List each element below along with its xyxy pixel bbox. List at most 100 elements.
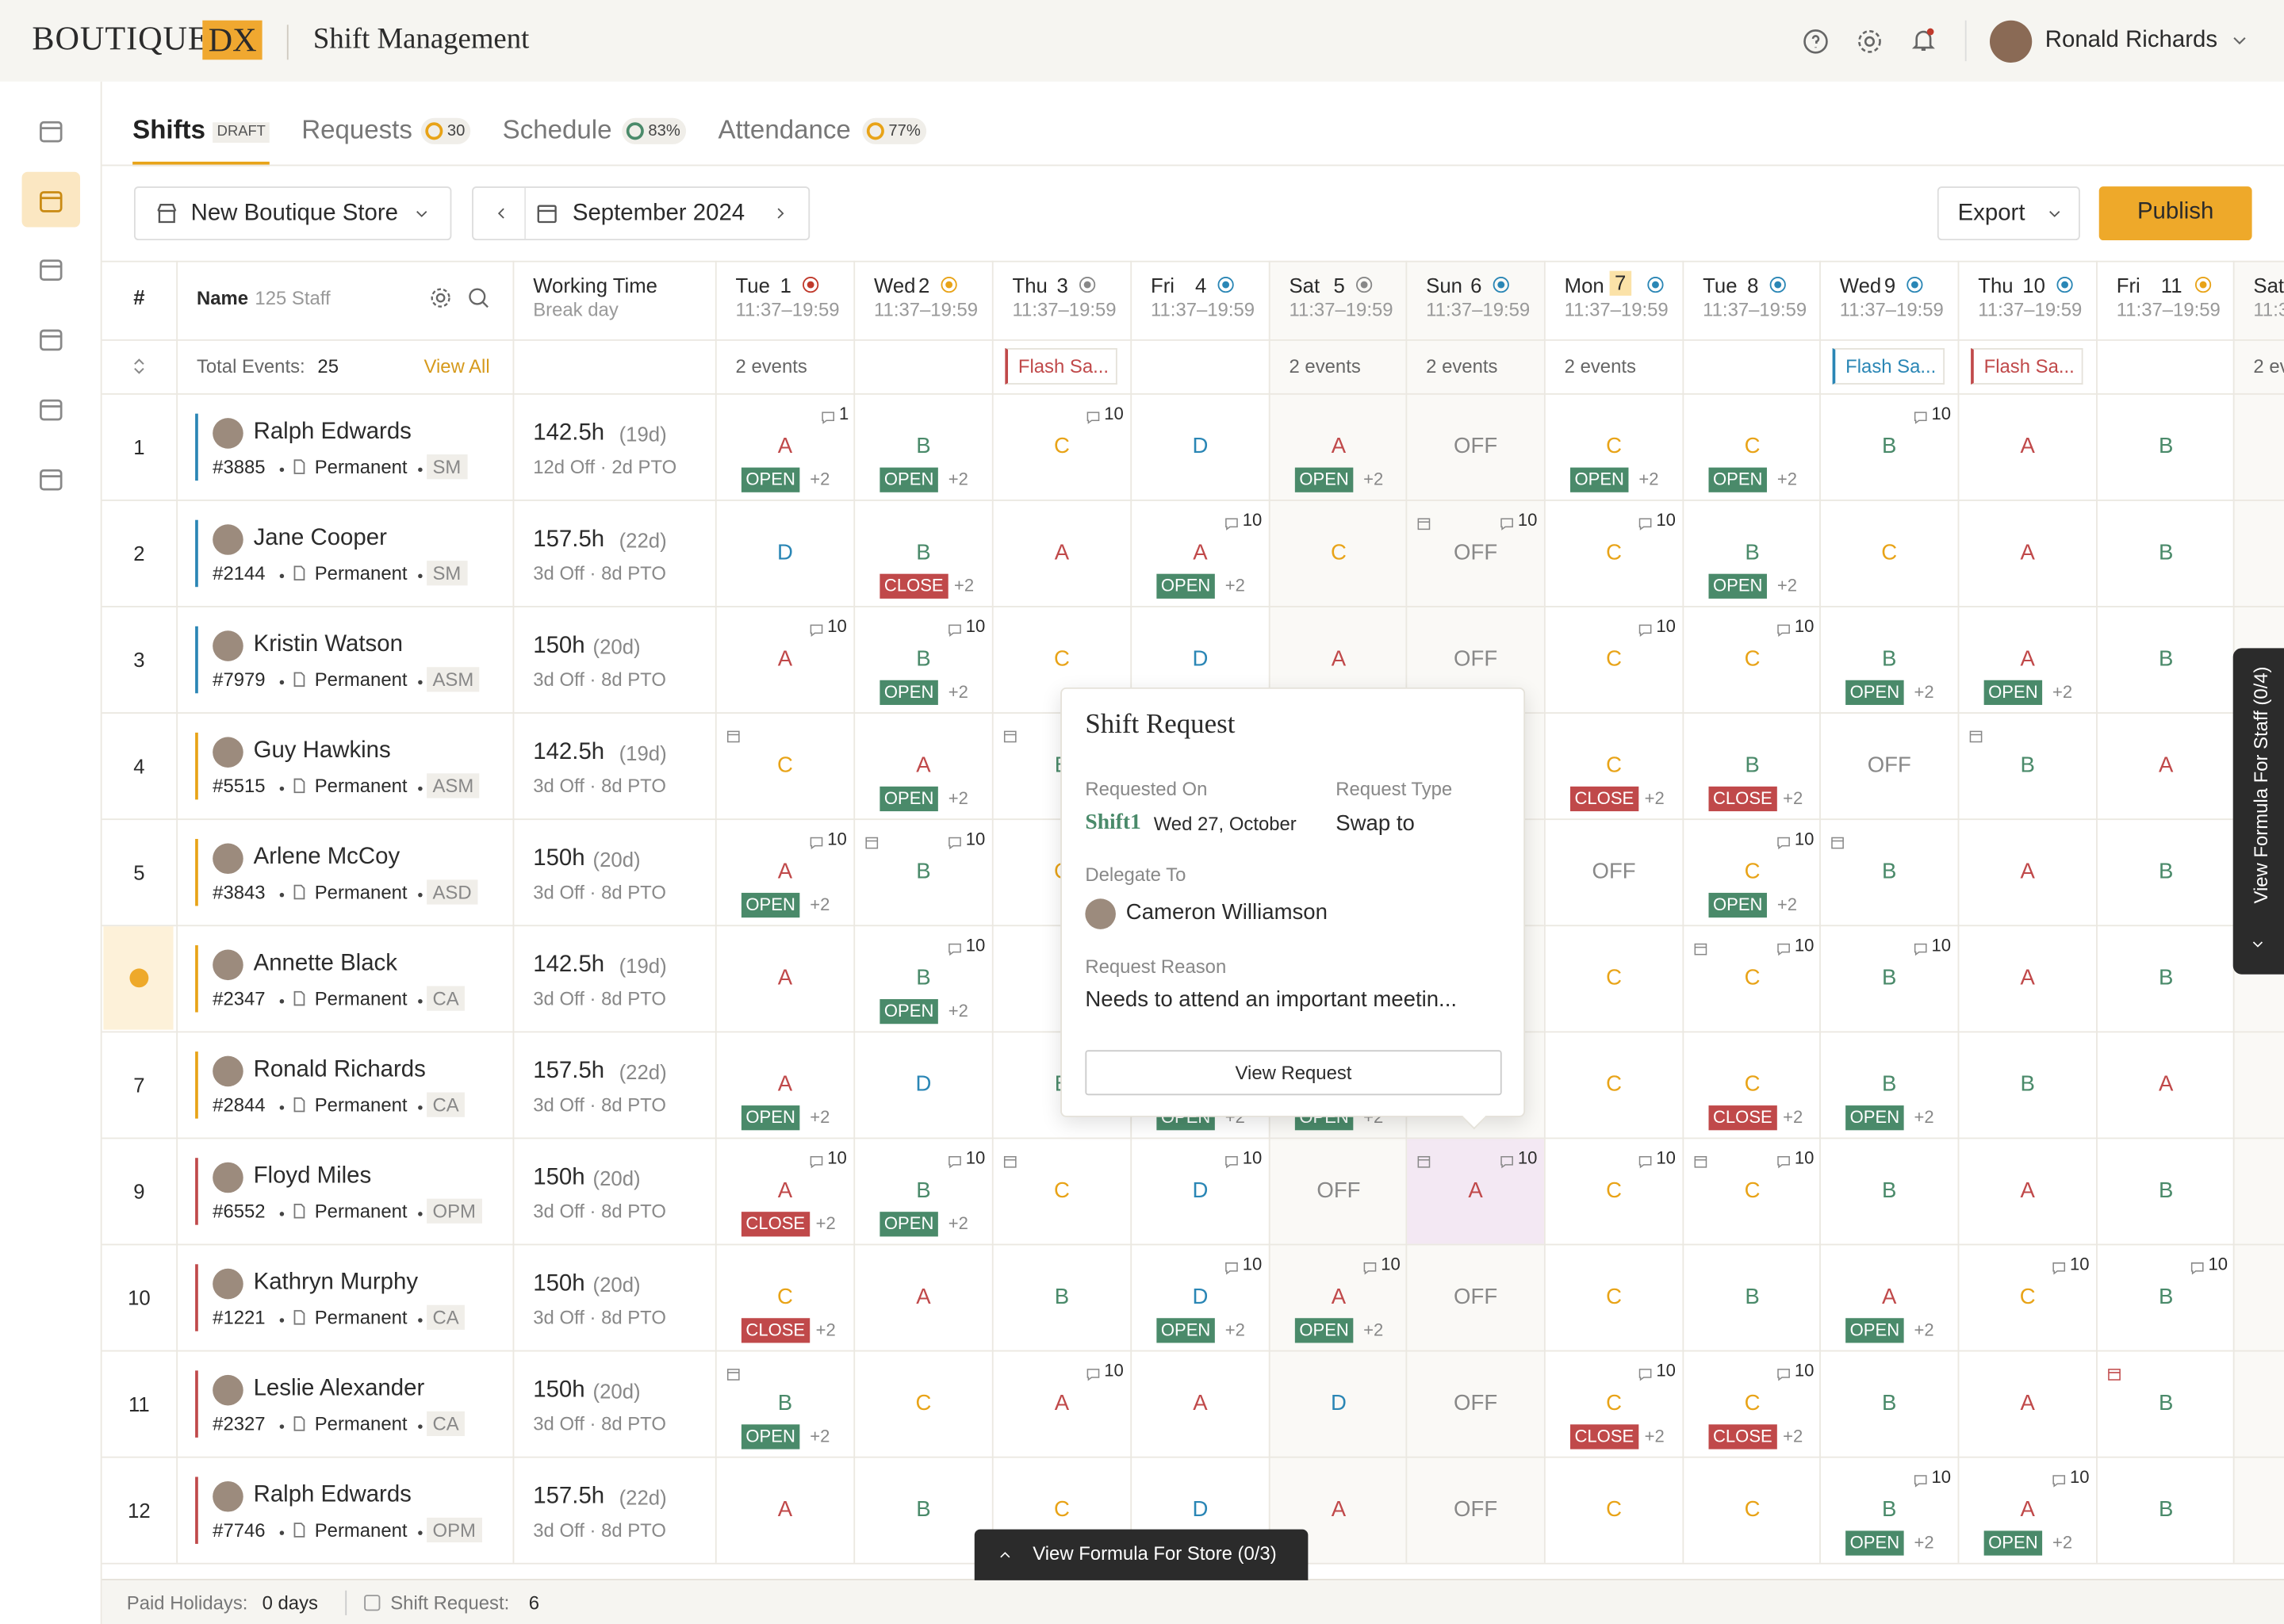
nav-icon[interactable] — [36, 255, 66, 284]
prev-button[interactable] — [492, 204, 512, 223]
settings-icon[interactable] — [1856, 28, 1884, 56]
shift-cell[interactable]: B — [2098, 820, 2235, 925]
shift-cell[interactable]: B OPEN +2 — [1821, 1032, 1958, 1137]
help-icon[interactable] — [1802, 28, 1830, 56]
staff-name[interactable]: Floyd Miles — [253, 1163, 372, 1189]
shift-cell[interactable]: C — [1546, 1032, 1683, 1137]
shift-cell[interactable]: A OPEN +2 — [1821, 1245, 1958, 1350]
shift-cell[interactable]: B 10 — [2098, 1245, 2235, 1350]
nav-icon[interactable] — [36, 465, 66, 494]
shift-cell[interactable]: C CLOSE +2 — [1684, 1032, 1821, 1137]
shift-cell[interactable]: B OPEN +2 10 — [855, 926, 992, 1031]
publish-button[interactable]: Publish — [2098, 186, 2252, 241]
shift-cell[interactable]: C CLOSE +2 — [717, 1245, 854, 1350]
shift-cell[interactable]: D 10 — [1132, 1139, 1269, 1243]
event-chip[interactable]: Flash Sa... — [1832, 347, 1945, 385]
shift-cell[interactable]: A OPEN +2 10 — [1132, 501, 1269, 606]
shift-cell[interactable]: A — [1959, 820, 2096, 925]
shift-cell[interactable]: C — [1684, 1458, 1821, 1563]
shift-cell[interactable]: B — [2098, 926, 2235, 1031]
staff-name[interactable]: Leslie Alexander — [253, 1376, 425, 1401]
shift-cell[interactable]: A OPEN +2 10 — [717, 820, 854, 925]
checkbox[interactable] — [364, 1595, 381, 1611]
shift-cell[interactable]: C OPEN +2 — [1684, 395, 1821, 500]
staff-formula-tab[interactable]: View Formula For Staff (0/4) — [2232, 648, 2284, 975]
view-request-button[interactable]: View Request — [1085, 1050, 1502, 1096]
shift-cell[interactable]: A OPEN +2 — [1959, 607, 2096, 712]
shift-cell[interactable]: OFF — [1546, 820, 1683, 925]
shift-cell[interactable]: D — [717, 501, 854, 606]
shift-cell[interactable]: A — [717, 926, 854, 1031]
shift-cell[interactable]: D — [1132, 395, 1269, 500]
shift-cell[interactable]: A — [1270, 607, 1408, 712]
shift-cell[interactable]: B — [2098, 395, 2235, 500]
shift-cell[interactable]: OFF — [1407, 1351, 1544, 1456]
shift-cell[interactable]: C OPEN +2 — [1546, 395, 1683, 500]
shift-cell[interactable]: B CLOSE +2 — [855, 501, 992, 606]
shift-cell[interactable]: B OPEN +2 — [1684, 501, 1821, 606]
notification-icon[interactable] — [1910, 26, 1937, 54]
nav-icon[interactable] — [36, 117, 66, 146]
shift-cell[interactable]: B — [1959, 1032, 2096, 1137]
staff-name[interactable]: Kathryn Murphy — [253, 1270, 419, 1295]
shift-cell[interactable]: OFF — [1821, 714, 1958, 818]
search-icon[interactable] — [466, 285, 491, 310]
shift-cell[interactable]: A — [2098, 714, 2235, 818]
nav-icon[interactable] — [36, 186, 66, 216]
shift-cell[interactable]: C — [994, 1139, 1131, 1243]
shift-cell[interactable]: C 10 — [1546, 1139, 1683, 1243]
shift-cell[interactable]: B — [2098, 501, 2235, 606]
shift-cell[interactable]: B — [2098, 1351, 2235, 1456]
shift-cell[interactable]: A — [1132, 1351, 1269, 1456]
shift-cell[interactable]: B — [1959, 714, 2096, 818]
shift-cell[interactable]: C 10 — [994, 395, 1131, 500]
shift-cell[interactable]: A 10 — [994, 1351, 1131, 1456]
shift-cell[interactable]: B — [2098, 1458, 2235, 1563]
shift-cell[interactable]: C — [1821, 501, 1958, 606]
next-button[interactable] — [771, 204, 790, 223]
shift-cell[interactable]: A OPEN +2 — [1270, 395, 1408, 500]
view-all[interactable]: View All — [423, 355, 490, 377]
shift-cell[interactable]: C CLOSE +2 10 — [1546, 1351, 1683, 1456]
staff-name[interactable]: Arlene McCoy — [253, 845, 400, 870]
tab-label[interactable]: Attendance — [718, 115, 851, 144]
shift-cell[interactable]: B 10 — [1821, 395, 1958, 500]
shift-cell[interactable]: A CLOSE +2 10 — [717, 1139, 854, 1243]
shift-cell[interactable]: OFF — [1407, 1245, 1544, 1350]
shift-cell[interactable]: B — [855, 1458, 992, 1563]
shift-cell[interactable]: A OPEN +2 10 — [1270, 1245, 1408, 1350]
shift-cell[interactable]: C — [717, 714, 854, 818]
shift-cell[interactable]: C 10 — [1684, 607, 1821, 712]
shift-cell[interactable]: B — [994, 1245, 1131, 1350]
export-button[interactable]: Export — [1937, 186, 2080, 241]
shift-cell[interactable]: B — [1821, 1351, 1958, 1456]
shift-cell[interactable]: A — [855, 1245, 992, 1350]
shift-cell[interactable]: A OPEN +2 — [717, 1032, 854, 1137]
shift-cell[interactable]: A — [994, 501, 1131, 606]
staff-name[interactable]: Ralph Edwards — [253, 1482, 412, 1508]
shift-cell[interactable]: B OPEN +2 — [717, 1351, 854, 1456]
shift-cell[interactable]: D — [1270, 1351, 1408, 1456]
shift-cell[interactable]: C — [855, 1351, 992, 1456]
shift-cell[interactable]: C 10 — [1959, 1245, 2096, 1350]
shift-cell[interactable]: B — [1821, 820, 1958, 925]
shift-cell[interactable]: A OPEN +2 — [855, 714, 992, 818]
shift-cell[interactable]: A — [717, 1458, 854, 1563]
shift-cell[interactable]: C — [994, 1458, 1131, 1563]
shift-cell[interactable]: C 10 — [1546, 607, 1683, 712]
shift-cell[interactable]: B — [1684, 1245, 1821, 1350]
shift-cell[interactable]: B OPEN +2 — [855, 395, 992, 500]
staff-name[interactable]: Jane Cooper — [253, 526, 387, 551]
shift-cell[interactable]: C CLOSE +2 — [1546, 714, 1683, 818]
shift-cell[interactable]: B OPEN +2 10 — [1821, 1458, 1958, 1563]
tab-label[interactable]: Requests — [301, 115, 412, 144]
shift-cell[interactable]: A — [1959, 926, 2096, 1031]
shift-cell[interactable]: OFF — [1407, 1458, 1544, 1563]
user-name[interactable]: Ronald Richards — [2044, 27, 2218, 53]
shift-cell[interactable]: OFF — [1407, 395, 1544, 500]
shift-cell[interactable]: C — [1546, 926, 1683, 1031]
event-chip[interactable]: Flash Sa... — [1971, 347, 2083, 385]
shift-cell[interactable]: B 10 — [1821, 926, 1958, 1031]
shift-cell[interactable]: C 10 — [1684, 1139, 1821, 1243]
settings-icon[interactable] — [428, 285, 453, 310]
